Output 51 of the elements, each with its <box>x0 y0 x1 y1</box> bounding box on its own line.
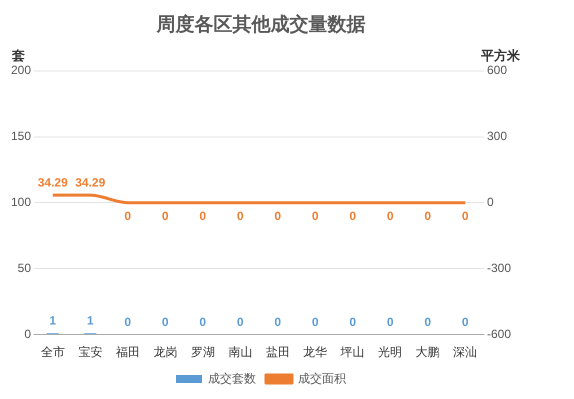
x-tick-label: 盐田 <box>266 345 290 360</box>
data-label: 0 <box>312 209 319 224</box>
y2-tick-label: 0 <box>486 195 494 210</box>
x-tick-label: 光明 <box>378 345 402 360</box>
y-tick-label: 200 <box>10 63 32 78</box>
y-tick-label: 150 <box>10 129 32 144</box>
legend-label: 成交套数 <box>208 371 256 386</box>
y-axis-title: 套 <box>11 48 25 63</box>
data-label: 0 <box>312 314 319 329</box>
y-tick-label: 0 <box>24 326 32 341</box>
x-tick-label: 大鹏 <box>416 345 440 360</box>
data-label: 0 <box>349 314 356 329</box>
y-tick-label: 50 <box>18 260 32 275</box>
data-label: 0 <box>424 314 432 329</box>
data-label: 0 <box>199 209 206 224</box>
x-tick-label: 坪山 <box>340 345 365 360</box>
data-label: 0 <box>236 209 244 224</box>
x-tick-label: 福田 <box>116 345 140 360</box>
chart-title: 周度各区其他成交量数据 <box>156 14 366 36</box>
data-label: 0 <box>162 314 169 329</box>
x-tick-label: 罗湖 <box>190 345 215 360</box>
y2-tick-label: -600 <box>486 326 512 341</box>
y2-tick-label: 300 <box>486 129 508 144</box>
data-label: 0 <box>386 209 394 224</box>
data-label: 0 <box>274 209 282 224</box>
data-label: 0 <box>386 314 394 329</box>
x-tick-label: 龙岗 <box>153 345 178 360</box>
data-label: 0 <box>349 209 356 224</box>
y-tick-label: 100 <box>10 195 32 210</box>
data-label: 0 <box>462 314 469 329</box>
y2-tick-label: -300 <box>486 260 512 275</box>
y2-tick-label: 600 <box>486 63 508 78</box>
x-tick-label: 全市 <box>40 345 65 360</box>
data-label: 1 <box>86 314 94 328</box>
data-label: 0 <box>274 314 282 329</box>
x-tick-label: 南山 <box>228 345 252 360</box>
x-tick-label: 龙华 <box>303 345 328 360</box>
data-label: 34.29 <box>38 175 68 190</box>
data-label: 0 <box>424 209 432 224</box>
data-label: 0 <box>124 209 132 224</box>
legend-label: 成交面积 <box>298 371 346 386</box>
x-tick-label: 深汕 <box>453 345 478 360</box>
data-label: 1 <box>49 314 56 328</box>
data-label: 0 <box>124 314 132 329</box>
data-label: 34.29 <box>75 175 106 190</box>
data-label: 0 <box>199 314 206 329</box>
data-label: 0 <box>162 209 169 224</box>
data-label: 0 <box>462 209 469 224</box>
y2-axis-title: 平方米 <box>480 48 521 63</box>
x-tick-label: 宝安 <box>78 345 102 360</box>
data-label: 0 <box>236 314 244 329</box>
